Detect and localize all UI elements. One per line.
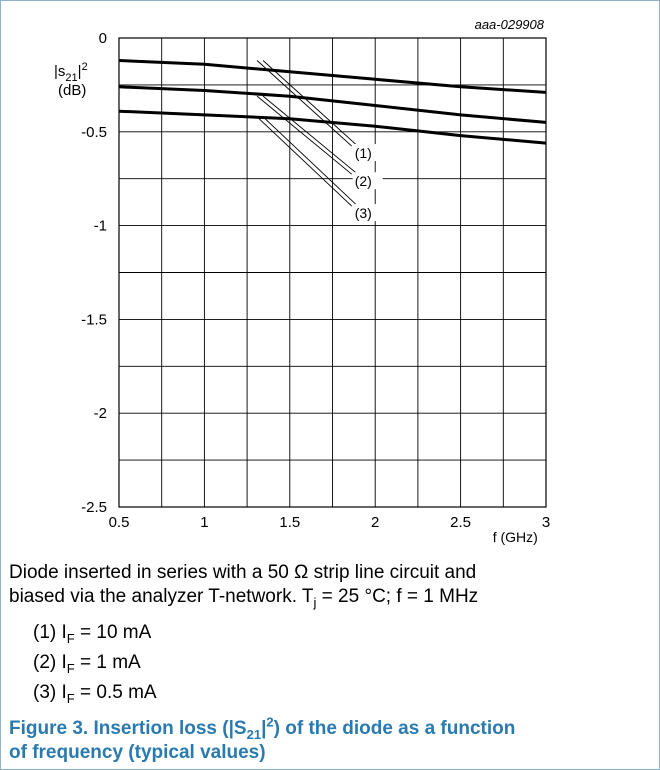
callout-leader-1-b — [262, 60, 359, 147]
x-tick-label: 0.5 — [109, 514, 130, 531]
axis-text-layer: 0.5 1 1.5 2 2.5 3 0 -0.5 -1 -1.5 -2 -2.5 f (GHz) |s21… — [54, 17, 550, 545]
callout-label-2: (2) — [355, 173, 372, 189]
y-axis-label: |s21|2 — [54, 61, 88, 84]
y-axis-unit: (dB) — [58, 82, 86, 99]
y-tick-label: -1.5 — [81, 311, 107, 328]
callout-label-bg-3 — [352, 204, 383, 222]
note-1: (1) IF = 10 mA — [33, 622, 152, 646]
callout-label-1: (1) — [355, 145, 372, 161]
callout-leader-1-a — [256, 60, 353, 147]
note-2: (2) IF = 1 mA — [33, 652, 141, 676]
y-tick-label: -0.5 — [81, 124, 107, 141]
callout-label-bg-1 — [352, 144, 383, 162]
caption-line-2-tail: = 25 °C; f = 1 MHz — [316, 586, 479, 607]
series-line-1 — [118, 59, 547, 94]
series-layer — [118, 59, 547, 145]
insertion-loss-chart: (1) (2) (3) 0.5 1 1.5 2 2.5 3 0 -0.5 -1 -1.5 -2 -2.5 f… — [54, 17, 550, 545]
figure-title-line-2: of frequency (typical values) — [9, 742, 266, 763]
series-line-3 — [118, 109, 547, 145]
x-tick-label: 1.5 — [279, 514, 300, 531]
caption-tj-subscript: j — [313, 594, 317, 610]
callout-leader-3-b — [262, 116, 359, 207]
x-tick-label: 2 — [371, 514, 379, 531]
note-3: (3) IF = 0.5 mA — [33, 682, 157, 706]
callout-label-3: (3) — [355, 205, 372, 221]
series-line-2 — [118, 85, 547, 124]
caption-line-1: Diode inserted in series with a 50 Ω str… — [9, 562, 477, 583]
y-tick-label: 0 — [99, 30, 107, 47]
callout-layer: (1) (2) (3) — [256, 60, 383, 222]
x-axis-label: f (GHz) — [493, 529, 538, 545]
y-tick-label: -2.5 — [81, 499, 107, 516]
x-tick-label: 3 — [542, 514, 550, 531]
callout-leader-3-a — [256, 116, 353, 207]
x-tick-label: 2.5 — [450, 514, 471, 531]
grid-layer — [118, 37, 547, 508]
x-tick-label: 1 — [200, 514, 208, 531]
callout-leader-2-a — [256, 95, 352, 175]
callout-label-bg-2 — [352, 172, 383, 190]
callout-leader-2-b — [262, 95, 358, 175]
caption-line-2-text: biased via the analyzer T-network. T — [9, 586, 314, 607]
y-tick-label: -2 — [94, 405, 107, 422]
y-tick-label: -1 — [94, 218, 107, 235]
chart-id-label: aaa-029908 — [475, 17, 545, 32]
caption-line-2: biased via the analyzer T-network. Tj = … — [9, 585, 479, 610]
figure-title: Figure 3. Insertion loss (|S21|2) of the… — [9, 717, 659, 765]
